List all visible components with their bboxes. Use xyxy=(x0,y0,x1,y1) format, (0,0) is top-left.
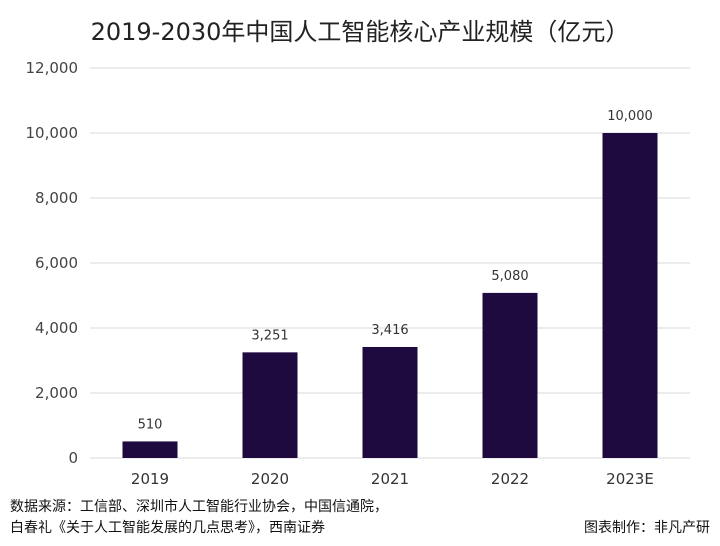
y-axis-ticks: 0 2,000 4,000 6,000 8,000 10,000 12,000 xyxy=(26,59,79,467)
chart-credit: 图表制作：非凡产研 xyxy=(584,520,710,536)
data-labels: 510 3,251 3,416 5,080 10,000 xyxy=(138,109,653,432)
data-label: 510 xyxy=(138,417,163,432)
source-line-2: 白春礼《关于人工智能发展的几点思考》，西南证券 xyxy=(10,520,325,536)
bar xyxy=(362,346,418,458)
y-tick-label: 6,000 xyxy=(35,254,78,272)
bar xyxy=(602,133,658,458)
source-line-1: 数据来源：工信部、深圳市人工智能行业协会，中国信通院， xyxy=(10,499,388,515)
y-tick-label: 4,000 xyxy=(35,319,78,337)
chart-title: 2019-2030年中国人工智能核心产业规模（亿元） xyxy=(90,18,630,46)
data-label: 3,251 xyxy=(251,328,288,343)
bar xyxy=(482,292,538,458)
data-label: 3,416 xyxy=(371,323,408,338)
x-tick-label: 2023E xyxy=(606,470,654,488)
y-tick-label: 8,000 xyxy=(35,189,78,207)
y-tick-label: 10,000 xyxy=(26,124,79,142)
x-tick-label: 2020 xyxy=(251,470,289,488)
data-label: 5,080 xyxy=(491,269,528,284)
bars xyxy=(122,133,658,458)
y-tick-label: 0 xyxy=(68,449,78,467)
x-axis-ticks: 2019 2020 2021 2022 2023E xyxy=(131,470,654,488)
bar xyxy=(242,352,298,458)
bar xyxy=(122,441,178,458)
data-label: 10,000 xyxy=(607,109,653,124)
x-tick-label: 2022 xyxy=(491,470,529,488)
y-tick-label: 2,000 xyxy=(35,384,78,402)
x-tick-label: 2021 xyxy=(371,470,409,488)
y-tick-label: 12,000 xyxy=(26,59,79,77)
source-note: 数据来源：工信部、深圳市人工智能行业协会，中国信通院， 白春礼《关于人工智能发展… xyxy=(10,497,388,539)
x-tick-label: 2019 xyxy=(131,470,169,488)
